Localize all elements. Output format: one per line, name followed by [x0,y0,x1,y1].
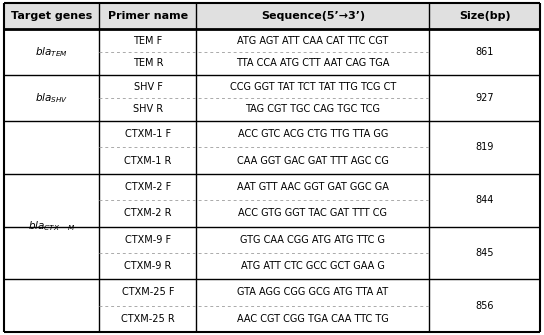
Text: 844: 844 [476,195,494,205]
Text: AAT GTT AAC GGT GAT GGC GA: AAT GTT AAC GGT GAT GGC GA [237,182,389,192]
Text: 819: 819 [476,142,494,152]
Text: TEM F: TEM F [133,36,163,46]
Bar [4,3,540,29]
Text: GTA AGG CGG GCG ATG TTA AT: GTA AGG CGG GCG ATG TTA AT [237,287,388,297]
Text: CTXM-2 F: CTXM-2 F [125,182,171,192]
Text: SHV R: SHV R [133,105,163,115]
Text: ATG ATT CTC GCC GCT GAA G: ATG ATT CTC GCC GCT GAA G [241,261,385,271]
Text: Primer name: Primer name [108,11,188,21]
Text: 856: 856 [476,300,494,311]
Text: CTXM-1 F: CTXM-1 F [125,129,171,139]
Text: CTXM-1 R: CTXM-1 R [125,155,172,165]
Text: CTXM-9 R: CTXM-9 R [125,261,172,271]
Text: $bla_{\mathregular{SHV}}$: $bla_{\mathregular{SHV}}$ [35,91,68,105]
Text: 927: 927 [475,93,494,103]
Text: CTXM-25 R: CTXM-25 R [121,314,175,324]
Text: CTXM-2 R: CTXM-2 R [124,208,172,218]
Text: Size(bp): Size(bp) [459,11,511,21]
Text: TAG CGT TGC CAG TGC TCG: TAG CGT TGC CAG TGC TCG [245,105,380,115]
Text: CAA GGT GAC GAT TTT AGC CG: CAA GGT GAC GAT TTT AGC CG [237,155,389,165]
Text: CTXM-9 F: CTXM-9 F [125,235,171,245]
Text: TTA CCA ATG CTT AAT CAG TGA: TTA CCA ATG CTT AAT CAG TGA [236,59,390,68]
Text: ATG AGT ATT CAA CAT TTC CGT: ATG AGT ATT CAA CAT TTC CGT [237,36,388,46]
Text: CCG GGT TAT TCT TAT TTG TCG CT: CCG GGT TAT TCT TAT TTG TCG CT [230,81,396,91]
Text: AAC CGT CGG TGA CAA TTC TG: AAC CGT CGG TGA CAA TTC TG [237,314,389,324]
Text: TEM R: TEM R [133,59,163,68]
Text: GTG CAA CGG ATG ATG TTC G: GTG CAA CGG ATG ATG TTC G [240,235,386,245]
Text: Sequence(5’→3’): Sequence(5’→3’) [261,11,365,21]
Text: CTXM-25 F: CTXM-25 F [122,287,174,297]
Text: 845: 845 [476,248,494,258]
Text: $bla_{\mathregular{CTX-M}}$: $bla_{\mathregular{CTX-M}}$ [28,220,75,233]
Text: Target genes: Target genes [11,11,92,21]
Text: ACC GTC ACG CTG TTG TTA GG: ACC GTC ACG CTG TTG TTA GG [238,129,388,139]
Text: 861: 861 [476,47,494,57]
Text: ACC GTG GGT TAC GAT TTT CG: ACC GTG GGT TAC GAT TTT CG [238,208,387,218]
Text: $bla_{\mathregular{TEM}}$: $bla_{\mathregular{TEM}}$ [35,45,68,59]
Text: SHV F: SHV F [134,81,163,91]
